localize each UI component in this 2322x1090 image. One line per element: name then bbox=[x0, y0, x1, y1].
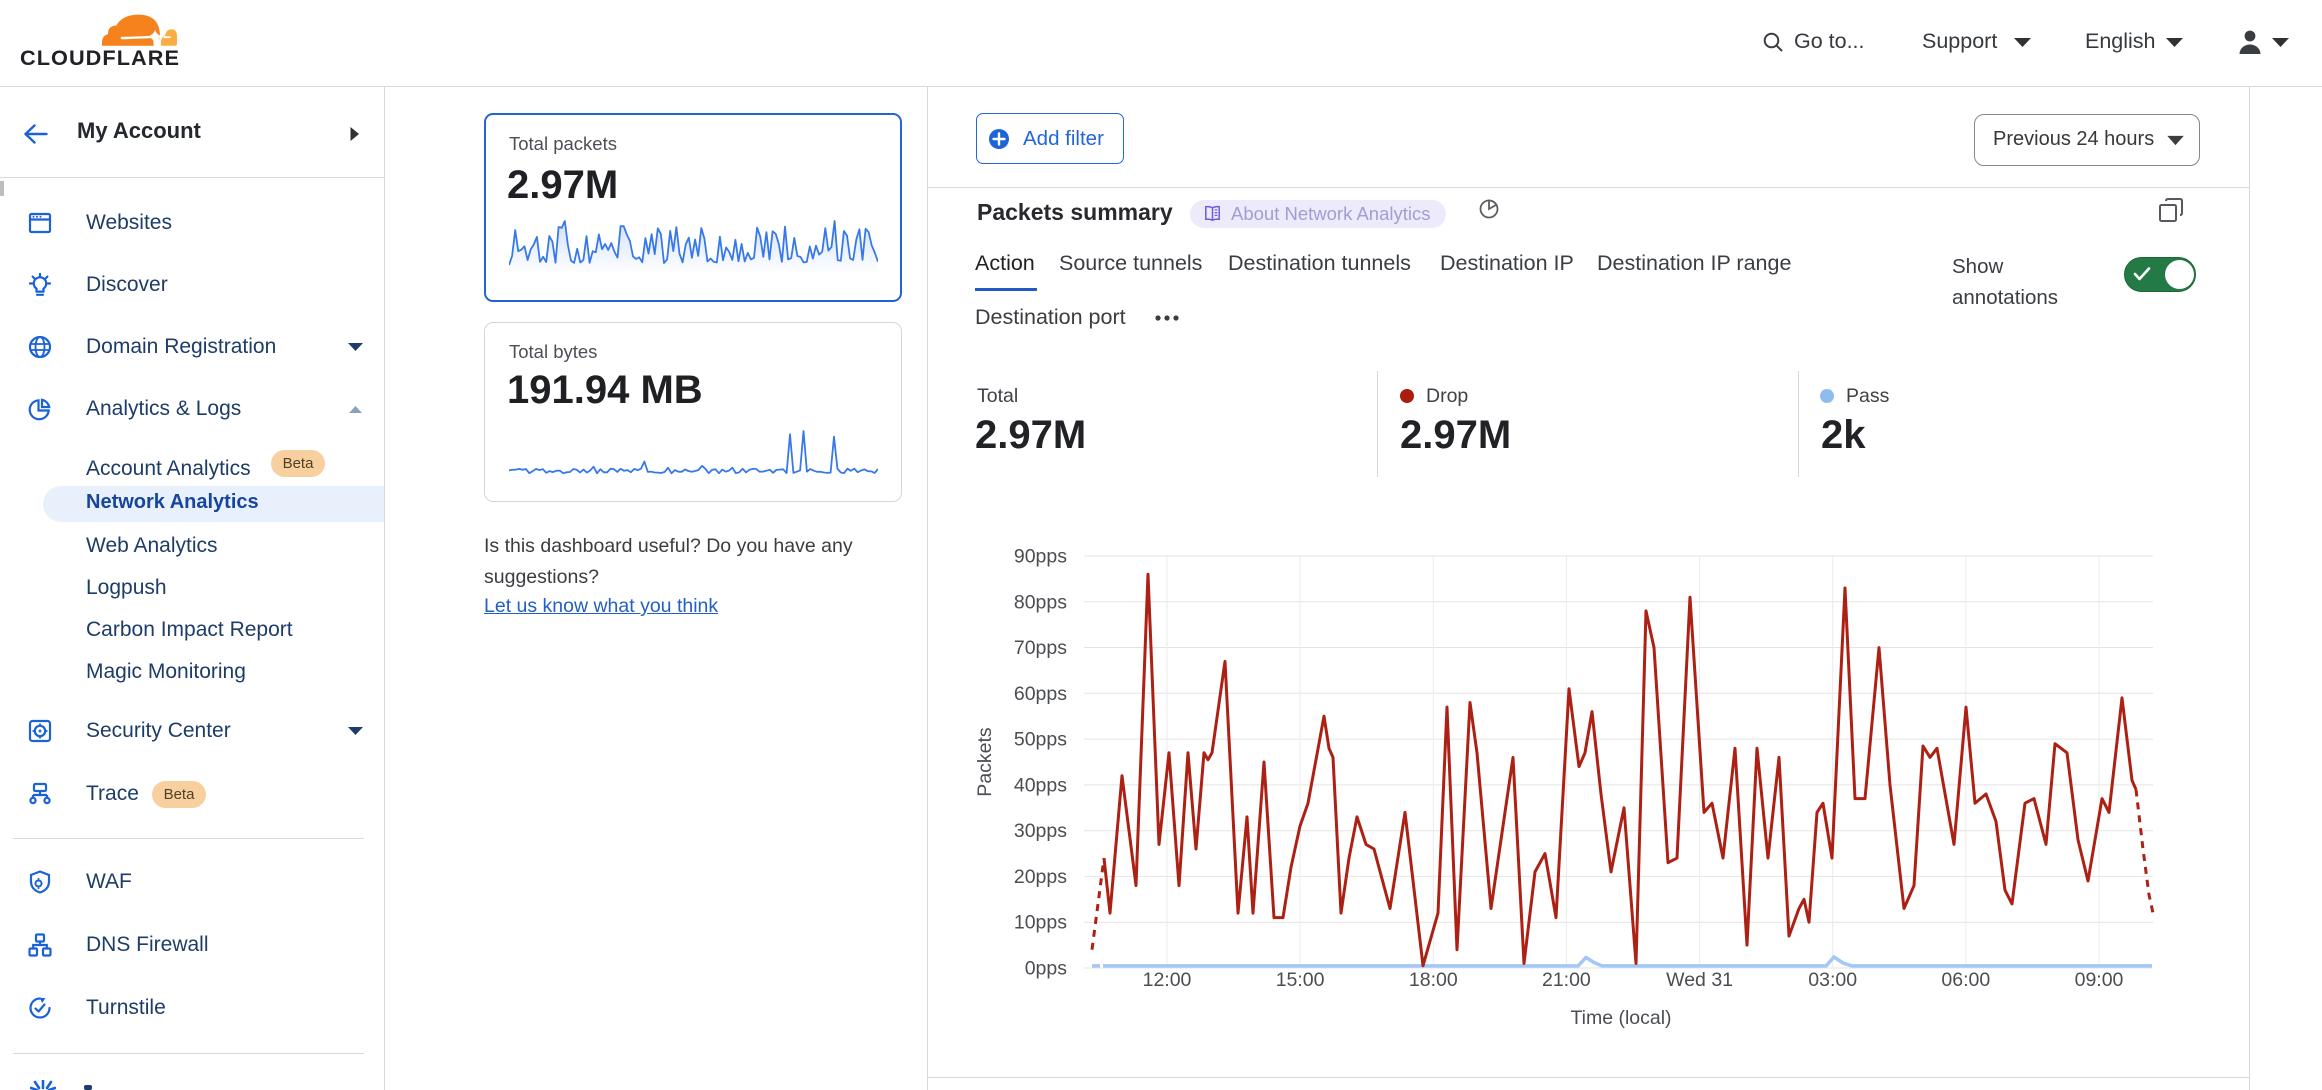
svg-text:Packets: Packets bbox=[974, 727, 996, 797]
svg-text:90pps: 90pps bbox=[1014, 546, 1067, 568]
svg-text:50pps: 50pps bbox=[1014, 729, 1067, 751]
svg-text:15:00: 15:00 bbox=[1276, 969, 1325, 991]
svg-text:80pps: 80pps bbox=[1014, 591, 1067, 613]
svg-text:70pps: 70pps bbox=[1014, 637, 1067, 659]
svg-text:40pps: 40pps bbox=[1014, 774, 1067, 796]
svg-text:Time (local): Time (local) bbox=[1570, 1007, 1671, 1029]
svg-text:03:00: 03:00 bbox=[1808, 969, 1857, 991]
svg-text:18:00: 18:00 bbox=[1409, 969, 1458, 991]
svg-text:09:00: 09:00 bbox=[2075, 969, 2124, 991]
svg-text:60pps: 60pps bbox=[1014, 683, 1067, 705]
svg-text:Wed 31: Wed 31 bbox=[1666, 969, 1733, 991]
svg-text:12:00: 12:00 bbox=[1143, 969, 1192, 991]
svg-text:21:00: 21:00 bbox=[1542, 969, 1591, 991]
svg-text:20pps: 20pps bbox=[1014, 866, 1067, 888]
svg-text:10pps: 10pps bbox=[1014, 912, 1067, 934]
svg-text:06:00: 06:00 bbox=[1941, 969, 1990, 991]
svg-text:0pps: 0pps bbox=[1025, 958, 1068, 980]
svg-text:30pps: 30pps bbox=[1014, 820, 1067, 842]
svg-text:CLOUDFLARE: CLOUDFLARE bbox=[20, 47, 180, 70]
